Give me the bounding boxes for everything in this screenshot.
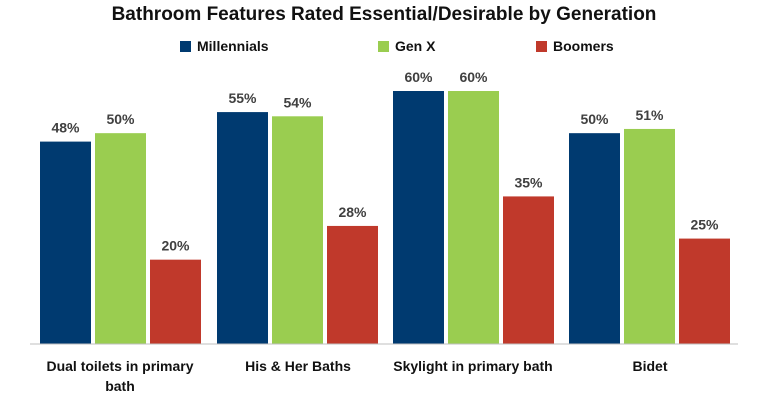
bar-bidet-gen-x <box>624 128 675 344</box>
data-label-skylight-boomers: 35% <box>514 174 543 190</box>
bar-his-her-baths-boomers <box>327 225 378 344</box>
data-label-his-her-baths-boomers: 28% <box>338 204 367 220</box>
data-label-bidet-gen-x: 51% <box>635 107 664 123</box>
bar-skylight-boomers <box>503 196 554 344</box>
bar-bidet-millennials <box>569 133 620 344</box>
bar-dual-toilets-millennials <box>40 141 91 344</box>
bar-bidet-boomers <box>679 238 730 344</box>
bar-skylight-gen-x <box>448 91 499 344</box>
legend-swatch-boomers <box>536 40 547 52</box>
category-label-skylight: Skylight in primary bath <box>393 358 553 374</box>
legend-item-millennials: Millennials <box>180 38 269 54</box>
legend-label-boomers: Boomers <box>553 38 614 54</box>
bar-his-her-baths-millennials <box>217 112 268 344</box>
category-label-his-her-baths: His & Her Baths <box>245 358 351 374</box>
data-label-his-her-baths-millennials: 55% <box>228 90 257 106</box>
data-label-dual-toilets-millennials: 48% <box>51 120 80 136</box>
legend: Millennials Gen X Boomers <box>0 38 768 58</box>
legend-swatch-millennials <box>180 40 191 52</box>
data-label-dual-toilets-boomers: 20% <box>161 238 190 254</box>
legend-swatch-gen-x <box>378 40 389 52</box>
category-label-bidet: Bidet <box>632 358 668 374</box>
category-label-dual-toilets: Dual toilets in primary bath <box>46 358 194 394</box>
data-label-bidet-boomers: 25% <box>690 217 719 233</box>
legend-label-gen-x: Gen X <box>395 38 436 54</box>
data-label-his-her-baths-gen-x: 54% <box>283 94 312 110</box>
data-label-skylight-millennials: 60% <box>404 69 433 85</box>
data-label-skylight-gen-x: 60% <box>459 69 488 85</box>
bar-dual-toilets-gen-x <box>95 133 146 344</box>
bar-his-her-baths-gen-x <box>272 116 323 344</box>
bar-dual-toilets-boomers <box>150 259 201 344</box>
bar-skylight-millennials <box>393 91 444 344</box>
data-label-bidet-millennials: 50% <box>580 111 609 127</box>
chart-title: Bathroom Features Rated Essential/Desira… <box>111 4 657 25</box>
data-label-dual-toilets-gen-x: 50% <box>106 111 135 127</box>
legend-label-millennials: Millennials <box>197 38 269 54</box>
legend-item-boomers: Boomers <box>536 38 614 54</box>
legend-item-gen-x: Gen X <box>378 38 435 54</box>
